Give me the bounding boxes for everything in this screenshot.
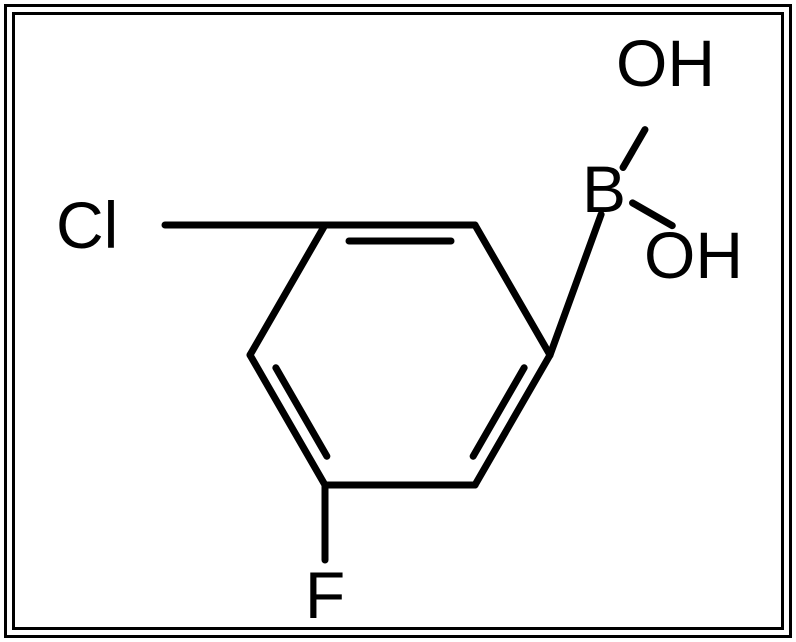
inner-frame [12, 12, 784, 630]
